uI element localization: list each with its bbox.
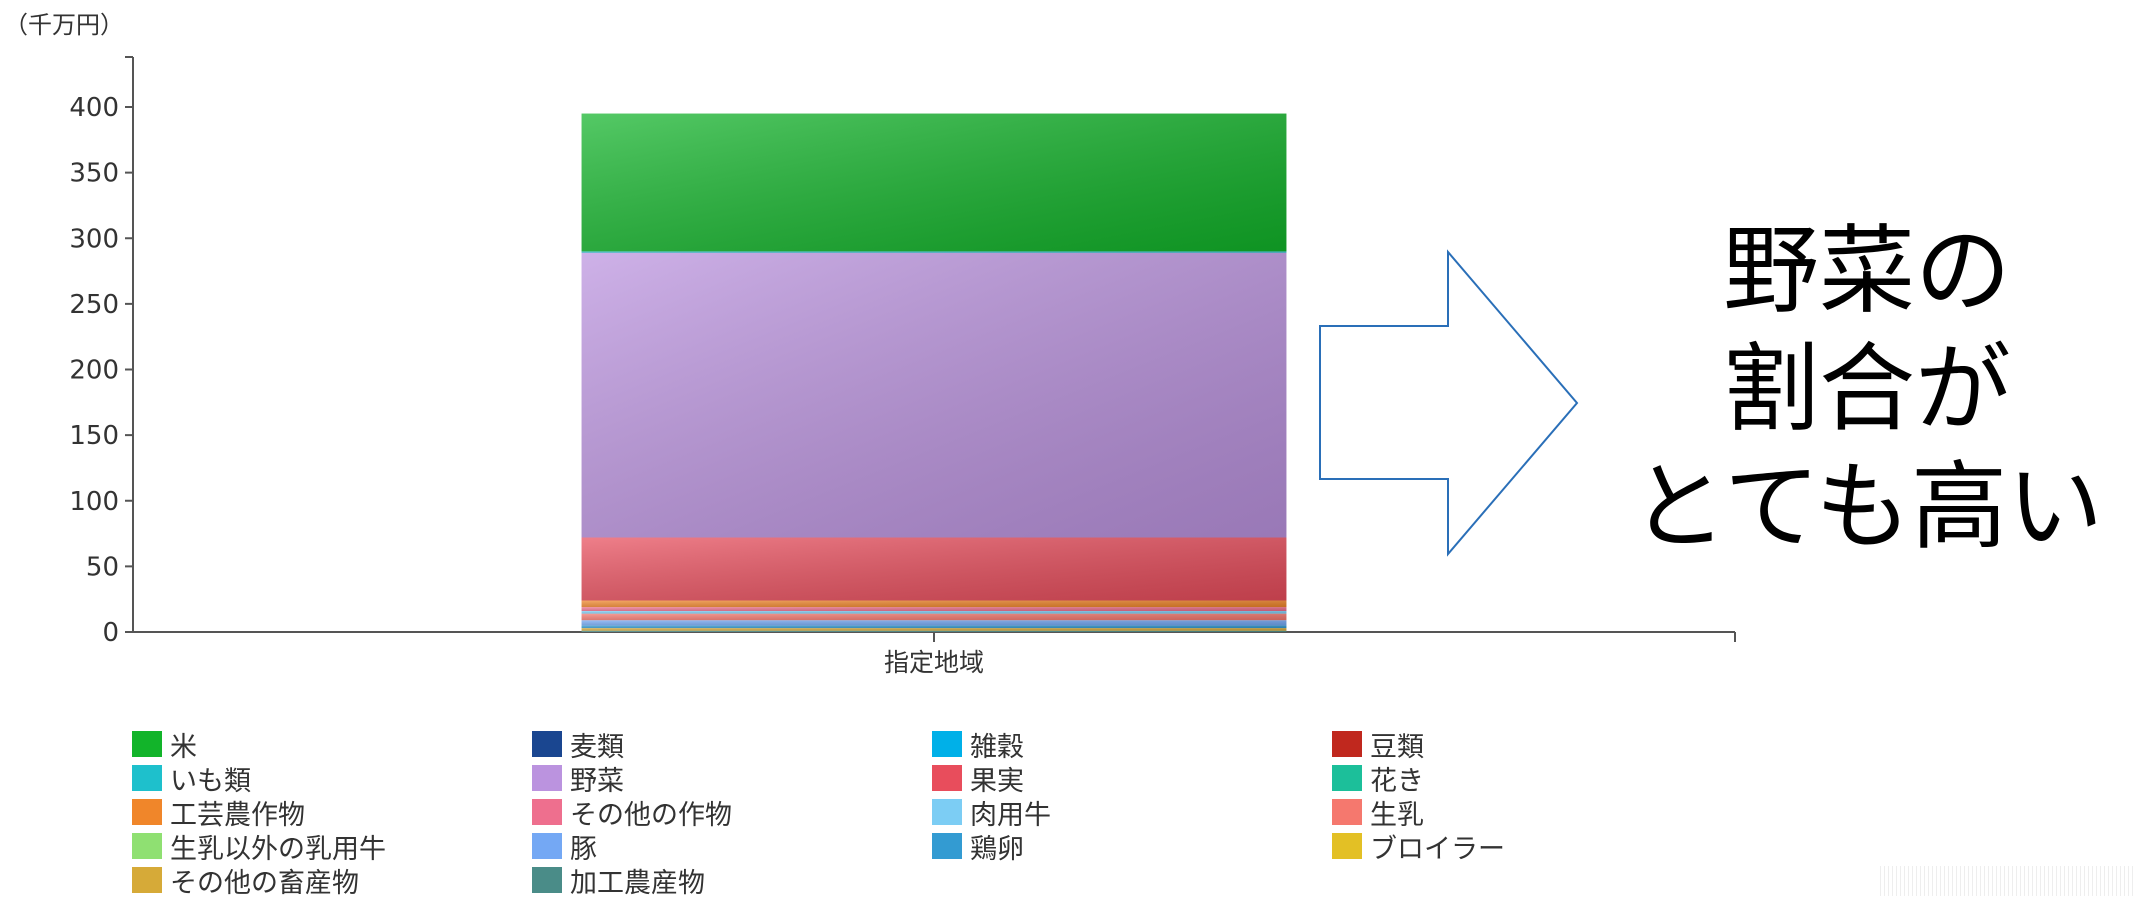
y-tick-label: 0: [102, 618, 119, 648]
legend-item: 生乳以外の乳用牛: [132, 830, 532, 865]
legend-label: ブロイラー: [1370, 833, 1505, 865]
legend-swatch: [532, 765, 562, 791]
legend-label: 豆類: [1370, 731, 1424, 763]
legend-item: 鶏卵: [932, 830, 1332, 865]
legend-label: その他の作物: [570, 799, 732, 831]
legend-swatch: [1332, 799, 1362, 825]
legend-swatch: [532, 833, 562, 859]
y-tick-label: 200: [69, 356, 119, 386]
decorative-stripes: [1880, 866, 2134, 896]
bar-segment-shading: [581, 607, 1287, 611]
stacked-bar-chart: （千万円） 0 50 100 150 200 250 300 350 400 指定地域: [4, 11, 1736, 677]
legend-swatch: [532, 867, 562, 893]
legend-item: 加工農産物: [532, 864, 932, 899]
legend-item: 豆類: [1332, 728, 1732, 763]
bar-segment-shading: [581, 630, 1287, 632]
legend-swatch: [132, 731, 162, 757]
legend-label: 花き: [1370, 765, 1424, 797]
legend-label: 工芸農作物: [170, 799, 305, 831]
bar-segment-shading: [581, 252, 1287, 538]
legend-item: その他の畜産物: [132, 864, 532, 899]
legend-label: 豚: [570, 833, 597, 865]
legend-label: 肉用牛: [970, 799, 1051, 831]
legend-item: 花き: [1332, 762, 1732, 797]
chart-legend: 米 麦類 雑穀 豆類いも類 野菜 果実 花き工芸農作物 その他の作物 肉用牛 生乳生乳以外の乳用牛…: [132, 728, 1692, 899]
bar-segment-shading: [581, 251, 1287, 253]
callout-text: 野菜の 割合が とても高い: [1600, 212, 2134, 566]
legend-item: 麦類: [532, 728, 932, 763]
legend-label: その他の畜産物: [170, 867, 359, 899]
bar-segment-shading: [581, 625, 1287, 629]
bar-segment-shading: [581, 613, 1287, 621]
legend-label: 生乳: [1370, 799, 1424, 831]
legend-item: 果実: [932, 762, 1332, 797]
legend-item: 米: [132, 728, 532, 763]
legend-item: 雑穀: [932, 728, 1332, 763]
callout-line: 割合が: [1723, 333, 2011, 445]
legend-label: いも類: [170, 765, 251, 797]
legend-swatch: [1332, 731, 1362, 757]
legend-swatch: [932, 765, 962, 791]
y-tick-label: 150: [69, 421, 119, 451]
bar-segment-shading: [581, 620, 1287, 626]
right-arrow-icon: [1319, 249, 1579, 557]
y-tick-label: 50: [86, 552, 119, 582]
legend-item: その他の作物: [532, 796, 932, 831]
legend-label: 加工農産物: [570, 867, 705, 899]
legend-item: 工芸農作物: [132, 796, 532, 831]
bar-segment-shading: [581, 628, 1287, 631]
y-axis-unit-label: （千万円）: [4, 11, 124, 39]
legend-label: 生乳以外の乳用牛: [170, 833, 386, 865]
bar-segment-shading: [581, 113, 1287, 252]
legend-swatch: [132, 833, 162, 859]
legend-item: ブロイラー: [1332, 830, 1732, 865]
y-tick-label: 300: [69, 224, 119, 254]
legend-swatch: [932, 833, 962, 859]
callout-line: 野菜の: [1723, 215, 2011, 327]
legend-label: 鶏卵: [970, 833, 1024, 865]
legend-item: 肉用牛: [932, 796, 1332, 831]
legend-swatch: [132, 799, 162, 825]
x-axis: 指定地域: [133, 631, 1736, 677]
legend-swatch: [1332, 765, 1362, 791]
bar-stack: [581, 113, 1287, 632]
legend-item: 豚: [532, 830, 932, 865]
legend-label: 果実: [970, 765, 1024, 797]
legend-swatch: [132, 765, 162, 791]
bar-segment-shading: [581, 611, 1287, 614]
legend-item: 生乳: [1332, 796, 1732, 831]
legend-item: 野菜: [532, 762, 932, 797]
legend-swatch: [932, 799, 962, 825]
legend-item: いも類: [132, 762, 532, 797]
bar-segment-shading: [581, 600, 1287, 608]
bar-segment-shading: [581, 537, 1287, 601]
callout-line: とても高い: [1630, 451, 2104, 563]
legend-label: 米: [170, 731, 197, 763]
x-tick-label: 指定地域: [884, 648, 984, 677]
legend-swatch: [532, 799, 562, 825]
y-tick-label: 100: [69, 487, 119, 517]
legend-swatch: [132, 867, 162, 893]
legend-label: 野菜: [570, 765, 624, 797]
y-axis: 0 50 100 150 200 250 300 350 400: [69, 56, 134, 648]
legend-swatch: [932, 731, 962, 757]
legend-swatch: [532, 731, 562, 757]
legend-swatch: [1332, 833, 1362, 859]
legend-label: 雑穀: [970, 731, 1024, 763]
y-tick-label: 400: [69, 93, 119, 123]
y-tick-label: 250: [69, 290, 119, 320]
y-tick-label: 350: [69, 159, 119, 189]
legend-label: 麦類: [570, 731, 624, 763]
